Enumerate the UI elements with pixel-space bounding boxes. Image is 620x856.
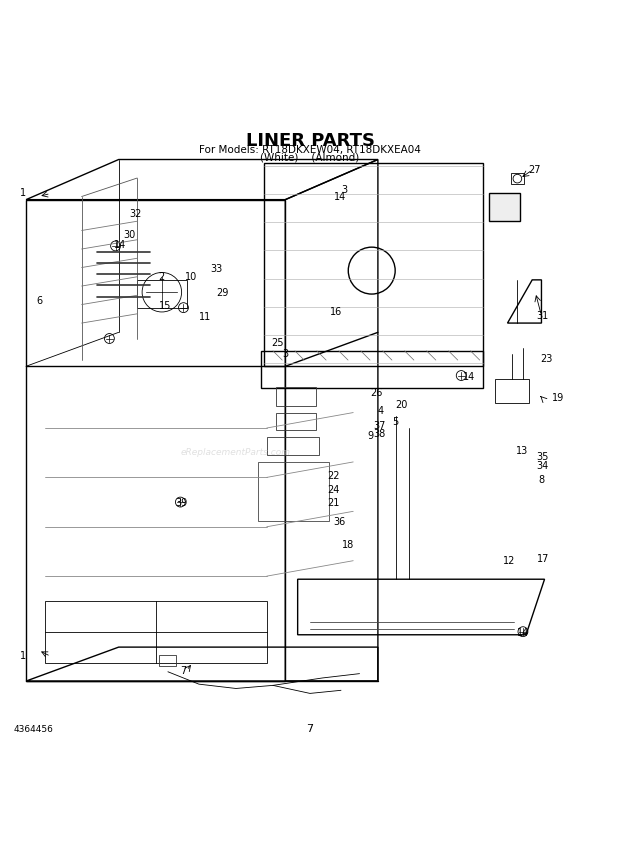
Text: 15: 15 bbox=[159, 300, 171, 311]
Text: 34: 34 bbox=[536, 461, 549, 472]
Text: 13: 13 bbox=[516, 447, 528, 456]
Text: 14: 14 bbox=[334, 192, 346, 201]
Text: 33: 33 bbox=[210, 264, 223, 274]
Bar bbox=[511, 173, 524, 184]
Text: 4: 4 bbox=[378, 407, 384, 416]
Text: For Models: RT18DKXEW04, RT18DKXEA04: For Models: RT18DKXEW04, RT18DKXEA04 bbox=[199, 146, 421, 155]
Text: 20: 20 bbox=[395, 400, 407, 410]
Text: 10: 10 bbox=[185, 272, 198, 282]
Text: 24: 24 bbox=[327, 484, 340, 495]
Text: 14: 14 bbox=[463, 372, 476, 382]
Text: 3: 3 bbox=[282, 349, 288, 359]
Bar bbox=[159, 655, 176, 666]
Bar bbox=[45, 601, 267, 663]
Text: eReplacementParts.com: eReplacementParts.com bbox=[181, 449, 291, 457]
Text: 5: 5 bbox=[392, 417, 398, 427]
Text: 19: 19 bbox=[552, 394, 564, 403]
Bar bbox=[495, 378, 529, 403]
Text: 30: 30 bbox=[123, 229, 135, 240]
Text: 22: 22 bbox=[327, 471, 340, 481]
Text: 4364456: 4364456 bbox=[14, 725, 53, 734]
Text: 16: 16 bbox=[330, 307, 343, 317]
Text: 32: 32 bbox=[130, 209, 142, 219]
Text: 18: 18 bbox=[342, 540, 355, 550]
Text: 14: 14 bbox=[517, 628, 529, 638]
Text: LINER PARTS: LINER PARTS bbox=[246, 132, 374, 150]
Text: 25: 25 bbox=[271, 338, 283, 348]
Text: 2: 2 bbox=[159, 272, 165, 282]
Text: 11: 11 bbox=[199, 312, 211, 322]
Bar bbox=[257, 462, 329, 520]
Text: 9: 9 bbox=[368, 431, 374, 441]
Text: 31: 31 bbox=[536, 311, 549, 321]
Text: 21: 21 bbox=[327, 498, 340, 508]
Text: 1: 1 bbox=[20, 651, 26, 662]
Text: 36: 36 bbox=[333, 517, 345, 526]
Polygon shape bbox=[489, 193, 520, 221]
Text: 8: 8 bbox=[538, 475, 544, 485]
Bar bbox=[267, 437, 319, 455]
Text: 14: 14 bbox=[114, 240, 126, 250]
Text: 26: 26 bbox=[371, 388, 383, 398]
Text: 39: 39 bbox=[175, 498, 188, 508]
Text: 17: 17 bbox=[537, 554, 549, 564]
Text: 12: 12 bbox=[503, 556, 516, 566]
Text: 37: 37 bbox=[373, 421, 385, 431]
Text: 35: 35 bbox=[536, 452, 549, 462]
Text: 27: 27 bbox=[528, 165, 540, 175]
Text: 7: 7 bbox=[180, 666, 187, 675]
Text: 1: 1 bbox=[20, 188, 26, 199]
Bar bbox=[276, 387, 316, 407]
Text: 7: 7 bbox=[306, 724, 314, 734]
Bar bbox=[137, 280, 187, 307]
Text: 38: 38 bbox=[373, 429, 385, 439]
Text: 29: 29 bbox=[216, 288, 229, 299]
Bar bbox=[276, 413, 316, 431]
Text: 3: 3 bbox=[341, 186, 347, 195]
Text: 23: 23 bbox=[540, 354, 552, 364]
Text: 6: 6 bbox=[37, 296, 43, 306]
Text: (White)    (Almond): (White) (Almond) bbox=[260, 152, 360, 163]
